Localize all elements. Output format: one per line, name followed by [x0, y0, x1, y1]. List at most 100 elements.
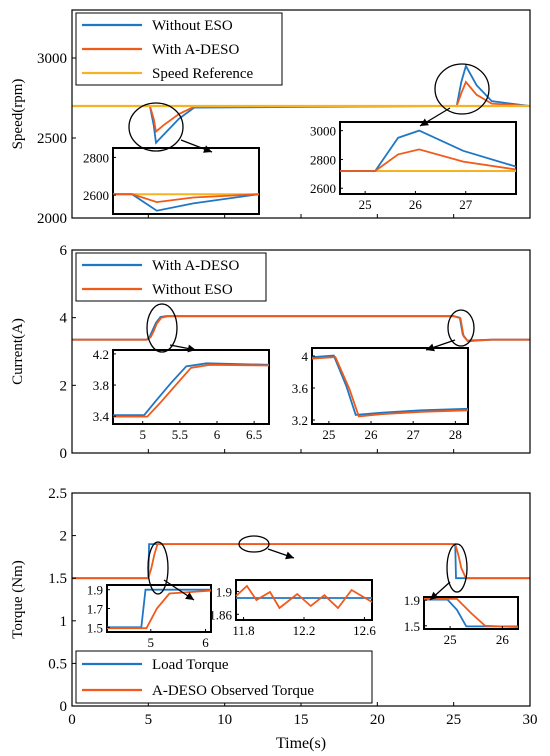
inset-2-2: 3.2 3.6 4 25 26 27 28	[292, 347, 469, 442]
inset-x-tick-label: 28	[449, 427, 462, 442]
zoom-ellipse	[147, 541, 169, 595]
zoom-arrow-head	[203, 145, 212, 153]
inset-frame	[106, 584, 212, 633]
legend-entry: With A-DESO	[152, 42, 239, 58]
legend-entry: Without ESO	[152, 18, 233, 34]
x-axis-label: Time(s)	[276, 735, 326, 752]
inset-line-2	[340, 148, 517, 172]
zoom-arrow-head	[420, 118, 429, 126]
zoom-ellipse	[446, 543, 468, 593]
inset-x-tick-label: 6	[202, 635, 209, 650]
y-axis-label: Torque (Nm)	[10, 560, 26, 639]
panel-1: 2000 2500 3000 Speed(rpm)	[10, 9, 531, 227]
zoom-ellipse	[434, 63, 490, 115]
legend-entry: Without ESO	[152, 282, 233, 298]
zoom-arrow-head	[185, 592, 194, 600]
inset-3-3: 1.5 1.9 25 26	[404, 593, 519, 647]
inset-y-tick-label: 1.9	[216, 584, 232, 599]
inset-x-tick-label: 26	[365, 427, 379, 442]
y-tick-label: 3000	[37, 51, 67, 67]
inset-y-tick-label: 3.4	[93, 409, 110, 424]
legend-box	[75, 650, 373, 704]
inset-line-2	[424, 598, 519, 628]
zoom-ellipse	[128, 102, 184, 152]
zoom-arrow-head	[187, 344, 196, 353]
y-axis-label: Speed(rpm)	[10, 79, 26, 150]
inset-1-2: 2600 2800 3000 25 26 27	[310, 121, 517, 212]
y-tick-label: 1.5	[48, 571, 67, 587]
zoom-callout-6	[238, 535, 295, 560]
x-tick-label: 0	[68, 712, 76, 728]
zoom-callout-2	[419, 63, 490, 127]
inset-y-tick-label: 2600	[83, 188, 109, 203]
y-tick-label: 0.5	[48, 656, 67, 672]
y-axis-label: Current(A)	[10, 318, 26, 385]
y-tick-label: 2000	[37, 211, 67, 227]
inset-x-tick-label: 5	[139, 427, 146, 442]
x-tick-label: 5	[145, 712, 153, 728]
inset-3-1: 1.5 1.7 1.9 5 6	[87, 583, 212, 650]
zoom-ellipse	[146, 303, 178, 353]
inset-x-tick-label: 25	[444, 632, 457, 647]
inset-y-tick-label: 4.2	[93, 347, 109, 362]
zoom-ellipse	[447, 309, 475, 347]
y-tick-label: 1	[60, 614, 68, 630]
inset-x-tick-label: 25	[322, 427, 335, 442]
inset-x-tick-label: 12.2	[293, 623, 316, 638]
y-tick-label: 2	[60, 529, 68, 545]
series-line-2	[72, 315, 530, 343]
zoom-callout-3	[146, 303, 197, 353]
y-tick-label: 6	[60, 243, 68, 259]
inset-x-tick-label: 27	[459, 197, 473, 212]
legend-entry: Speed Reference	[152, 66, 254, 82]
legend-box	[75, 252, 267, 302]
zoom-arrow-head	[285, 551, 294, 560]
series-line-2	[72, 543, 530, 580]
inset-line-2	[311, 356, 469, 418]
zoom-arrow-head	[430, 591, 439, 600]
inset-line-2	[113, 193, 260, 204]
inset-3-2: 1.86 1.9 11.8 12.2 12.6	[209, 579, 376, 638]
legend-3: Load Torque A-DESO Observed Torque	[75, 650, 373, 704]
series-line-1	[72, 543, 530, 580]
inset-x-tick-label: 5.5	[172, 427, 188, 442]
inset-frame	[112, 349, 270, 425]
inset-y-tick-label: 1.5	[87, 620, 103, 635]
y-tick-label: 2.5	[48, 486, 67, 502]
y-tick-label: 0	[60, 699, 68, 715]
inset-y-tick-label: 1.9	[87, 583, 103, 598]
inset-x-tick-label: 6.5	[246, 427, 262, 442]
x-tick-label: 30	[523, 712, 538, 728]
x-tick-label: 20	[370, 712, 385, 728]
zoom-callout-1	[128, 102, 213, 153]
panel-3: 0 0.5 1 1.5 2 2.5 0 5 10 15 20 25 30 Torque (Nm)	[10, 486, 538, 728]
inset-y-tick-label: 3.6	[292, 381, 309, 396]
inset-1-1: 2600 2800	[83, 147, 260, 215]
zoom-ellipse	[238, 535, 270, 553]
panel-2: 0 2 4 6 Current(A)	[10, 243, 531, 462]
inset-y-tick-label: 2600	[310, 181, 336, 196]
zoom-callout-4	[425, 309, 475, 352]
y-tick-label: 2500	[37, 131, 67, 147]
inset-x-tick-label: 26	[496, 632, 510, 647]
y-tick-label: 4	[60, 311, 68, 327]
inset-y-tick-label: 1.86	[209, 607, 232, 622]
inset-y-tick-label: 1.9	[404, 593, 420, 608]
inset-x-tick-label: 11.8	[232, 623, 254, 638]
inset-x-tick-label: 12.6	[353, 623, 376, 638]
zoom-callout-7	[429, 543, 468, 601]
inset-y-tick-label: 2800	[310, 152, 336, 167]
legend-entry: With A-DESO	[152, 258, 239, 274]
y-tick-label: 0	[60, 446, 68, 462]
x-tick-label: 10	[217, 712, 232, 728]
inset-y-tick-label: 2800	[83, 150, 109, 165]
inset-y-tick-label: 4	[302, 349, 309, 364]
legend-1: Without ESO With A-DESO Speed Reference	[75, 12, 283, 86]
legend-entry: A-DESO Observed Torque	[152, 683, 314, 699]
inset-line-2	[235, 584, 373, 610]
inset-y-tick-label: 3.8	[93, 378, 109, 393]
inset-y-tick-label: 1.7	[87, 602, 104, 617]
x-tick-label: 15	[294, 712, 309, 728]
inset-2-1: 3.4 3.8 4.2 5 5.5 6 6.5	[93, 347, 270, 442]
